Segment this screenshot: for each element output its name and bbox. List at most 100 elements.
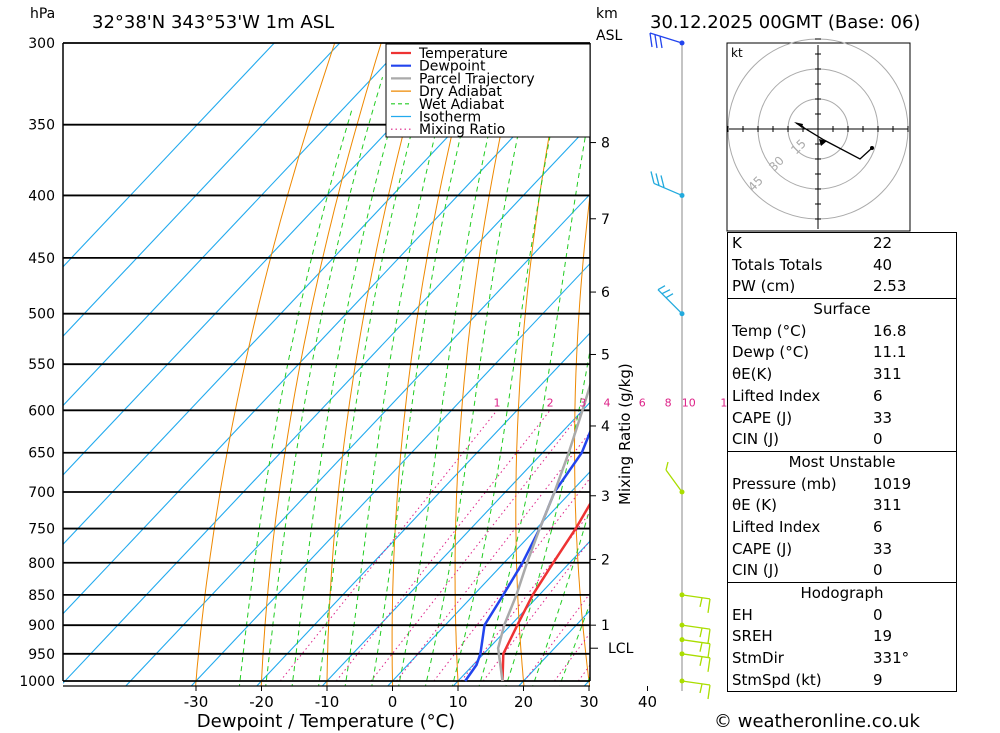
pressure-tick-label: 500 [28, 307, 55, 323]
pressure-tick-label: 450 [28, 251, 55, 267]
pressure-tick-label: 1000 [19, 674, 55, 690]
index-row: θE(K) 311 [728, 364, 956, 386]
index-value: 11.1 [873, 343, 907, 362]
legend-label: Mixing Ratio [419, 122, 505, 138]
index-label: CIN (J) [732, 561, 780, 580]
wind-barb [681, 624, 711, 644]
index-value: 33 [873, 408, 893, 427]
index-label: θE(K) [732, 365, 773, 384]
index-row: StmSpd (kt) 9 [728, 670, 956, 692]
legend-label: Isotherm [419, 110, 481, 126]
x-tick-label: -20 [249, 693, 274, 711]
index-row: Lifted Index 6 [728, 517, 956, 539]
hodograph-title: Hodograph [728, 582, 956, 605]
mixing-ratio-label: 4 [604, 396, 611, 409]
x-tick-label: -10 [315, 693, 340, 711]
pressure-tick-label: 850 [28, 588, 55, 604]
pressure-tick-label: 750 [28, 522, 55, 538]
index-row: CAPE (J) 33 [728, 408, 956, 430]
index-value: 22 [873, 234, 893, 252]
height-tick-label: 8 [601, 136, 610, 152]
wet-adiabat-line [532, 506, 590, 686]
height-tick-label: 3 [601, 489, 610, 505]
index-value: 33 [873, 539, 893, 558]
mixing-ratio-label: 2 [547, 396, 554, 409]
height-unit-asl: ASL [596, 28, 622, 44]
index-row: θE (K) 311 [728, 495, 956, 517]
index-row: EH 0 [728, 605, 956, 627]
pressure-tick-label: 300 [28, 36, 55, 52]
pressure-tick-label: 550 [28, 357, 55, 373]
index-row: Totals Totals 40 [728, 255, 956, 277]
wet-adiabat-line [238, 109, 353, 686]
pressure-unit: hPa [30, 6, 55, 22]
run-time: 30.12.2025 00GMT (Base: 06) [650, 12, 920, 33]
index-row: PW (cm) 2.53 [728, 276, 956, 298]
mixing-ratio-line [370, 409, 584, 682]
index-value: 6 [873, 517, 883, 536]
isotherm-line [387, 470, 590, 686]
height-unit-km: km [596, 6, 618, 22]
index-value: 0 [873, 430, 883, 449]
wind-barb [681, 680, 711, 700]
index-value: 9 [873, 670, 883, 689]
mixing-ratio-label: 10 [682, 396, 696, 409]
pressure-tick-label: 800 [28, 556, 55, 572]
x-tick-label: 40 [638, 693, 657, 711]
index-value: 311 [873, 365, 902, 384]
index-value: 40 [873, 255, 893, 274]
mixing-ratio-line [554, 632, 590, 682]
lcl-label: LCL [608, 641, 634, 657]
x-tick-label: 20 [514, 693, 533, 711]
index-label: CAPE (J) [732, 539, 793, 558]
pressure-tick-label: 350 [28, 118, 55, 134]
wind-barb [681, 639, 711, 658]
index-value: 6 [873, 386, 883, 405]
legend-label: Wet Adiabat [419, 97, 505, 113]
hodograph-unit: kt [731, 46, 743, 60]
mixing-ratio-line [396, 431, 590, 682]
index-label: Dewp (°C) [732, 343, 810, 362]
isotherm-line [63, 43, 407, 407]
x-tick-label: 10 [448, 693, 467, 711]
mixing-ratio-label: 8 [665, 396, 672, 409]
index-label: StmSpd (kt) [732, 670, 822, 689]
credit: © weatheronline.co.uk [714, 711, 920, 732]
most-unstable-title: Most Unstable [728, 450, 956, 474]
index-value: 2.53 [873, 277, 907, 296]
isotherm-line [256, 332, 590, 686]
index-label: Totals Totals [732, 255, 823, 274]
isotherm-line [321, 401, 590, 686]
wet-adiabat-line [558, 601, 590, 686]
isotherm-line [452, 540, 590, 686]
index-label: StmDir [732, 649, 784, 668]
dry-adiabat-line [631, 0, 677, 707]
mixing-ratio-label: 6 [639, 396, 646, 409]
index-label: K [732, 234, 742, 252]
index-label: CIN (J) [732, 430, 780, 449]
hodograph-trace [795, 122, 873, 160]
pressure-tick-label: 400 [28, 188, 55, 204]
pressure-tick-label: 900 [28, 618, 55, 634]
wind-barb [681, 653, 711, 672]
storm-motion-marker [819, 139, 827, 146]
wet-adiabat-line [424, 43, 539, 686]
index-row: Temp (°C) 16.8 [728, 321, 956, 343]
index-row: CIN (J) 0 [728, 429, 956, 451]
pressure-tick-label: 950 [28, 647, 55, 663]
index-row: Pressure (mb) 1019 [728, 474, 956, 496]
index-label: Lifted Index [732, 386, 821, 405]
pressure-tick-label: 650 [28, 446, 55, 462]
isobars: 300 350 400 450 500 550 600 650 700 750 800 850 900 9… [19, 36, 590, 690]
x-tick-label: 30 [579, 693, 598, 711]
index-row: SREH 19 [728, 626, 956, 648]
legend-label: Parcel Trajectory [419, 71, 535, 87]
index-value: 1019 [873, 474, 912, 493]
index-value: 0 [873, 605, 883, 624]
index-value: 311 [873, 496, 902, 515]
wet-adiabat-line [265, 77, 383, 686]
x-tick-label: 0 [388, 693, 398, 711]
wet-adiabat-line [344, 43, 460, 686]
